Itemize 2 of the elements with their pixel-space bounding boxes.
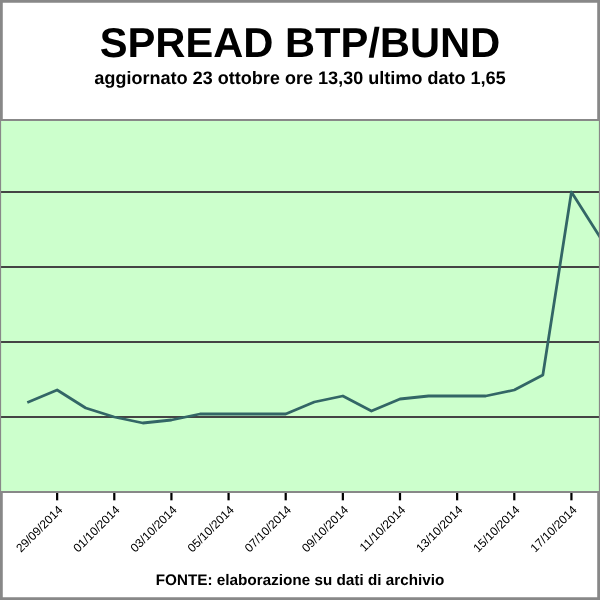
chart-subtitle: aggiornato 23 ottobre ore 13,30 ultimo dato 1,65 [94, 70, 506, 88]
chart-title: SPREAD BTP/BUND [100, 26, 499, 58]
